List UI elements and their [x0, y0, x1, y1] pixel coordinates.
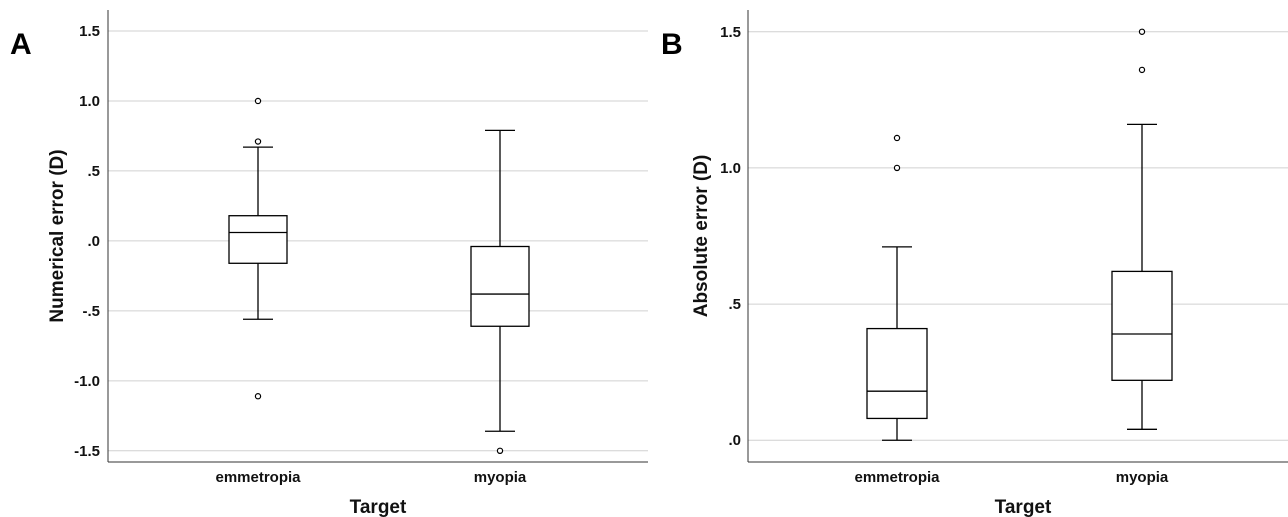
panel-a-box-emmetropia — [228, 97, 288, 400]
panel-a-x-category-label: emmetropia — [215, 469, 301, 486]
panel-b-x-axis-title: Target — [995, 497, 1052, 517]
panel-a-outlier-point — [254, 97, 262, 105]
panel-a-x-category-label: myopia — [474, 469, 527, 486]
panel-b-letter: B — [661, 28, 683, 61]
panel-a-outlier-point — [254, 138, 262, 145]
panel-a-y-tick-label: 1.5 — [79, 23, 100, 40]
panel-a-y-tick-label: 1.0 — [79, 93, 100, 110]
panel-a-outlier-point — [254, 393, 262, 400]
panel-b-x-category-label: emmetropia — [854, 469, 940, 486]
panel-a-y-tick-label: -.5 — [82, 303, 100, 320]
panel-a-iqr-box — [228, 215, 288, 264]
panel-b-outlier-point — [893, 164, 901, 172]
panel-a-y-tick-label: -1.5 — [74, 443, 100, 460]
panel-a-y-axis-title: Numerical error (D) — [47, 149, 68, 322]
panel-b-y-tick-label: .5 — [728, 296, 741, 313]
panel-a-letter: A — [10, 28, 32, 61]
panel-a: A Numerical error (D) Target 1.5 1.0 .5 .0 -… — [10, 10, 648, 517]
panel-a-x-axis-title: Target — [350, 497, 407, 517]
panel-a-y-tick-label: .5 — [87, 163, 100, 180]
panel-b-outlier-point — [1138, 66, 1146, 74]
panel-b-plot-area: 1.5 1.0 .5 .0 emmetropia myopia — [720, 10, 1288, 486]
panel-a-y-tick-label: .0 — [87, 233, 100, 250]
panel-b-box-myopia — [1111, 28, 1173, 430]
panel-a-iqr-box — [470, 245, 530, 327]
panel-a-plot-area: 1.5 1.0 .5 .0 -.5 -1.0 -1.5 emmetropia myopia — [74, 10, 648, 486]
panel-b-outlier-point — [893, 134, 901, 142]
panel-b-iqr-box — [866, 327, 928, 420]
panel-a-box-myopia — [470, 129, 530, 455]
panel-b-outlier-point — [1138, 28, 1146, 35]
panel-b-y-axis-title: Absolute error (D) — [691, 155, 712, 318]
panel-b-y-tick-label: 1.0 — [720, 160, 741, 177]
panel-b-x-category-label: myopia — [1116, 469, 1169, 486]
panel-a-y-tick-label: -1.0 — [74, 373, 100, 390]
panel-b: B Absolute error (D) Target 1.5 1.0 .5 .0 em… — [661, 10, 1288, 517]
panel-a-outlier-point — [496, 447, 504, 455]
panel-b-box-emmetropia — [866, 134, 928, 441]
panel-b-y-tick-label: .0 — [728, 432, 741, 449]
panel-b-iqr-box — [1111, 270, 1173, 381]
panel-b-y-tick-label: 1.5 — [720, 24, 741, 41]
